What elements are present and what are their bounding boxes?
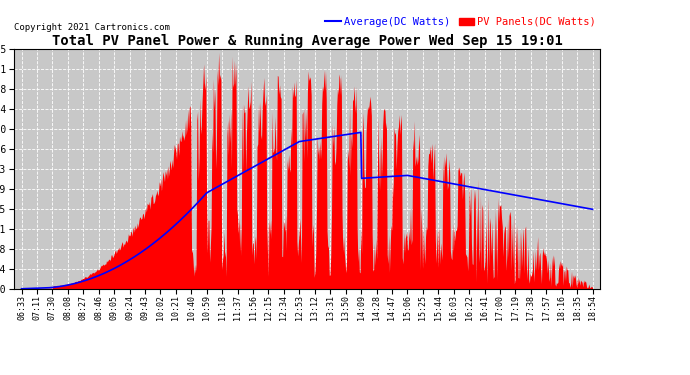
Title: Total PV Panel Power & Running Average Power Wed Sep 15 19:01: Total PV Panel Power & Running Average P… [52, 33, 562, 48]
Legend: Average(DC Watts), PV Panels(DC Watts): Average(DC Watts), PV Panels(DC Watts) [321, 13, 600, 31]
Text: Copyright 2021 Cartronics.com: Copyright 2021 Cartronics.com [14, 23, 170, 32]
